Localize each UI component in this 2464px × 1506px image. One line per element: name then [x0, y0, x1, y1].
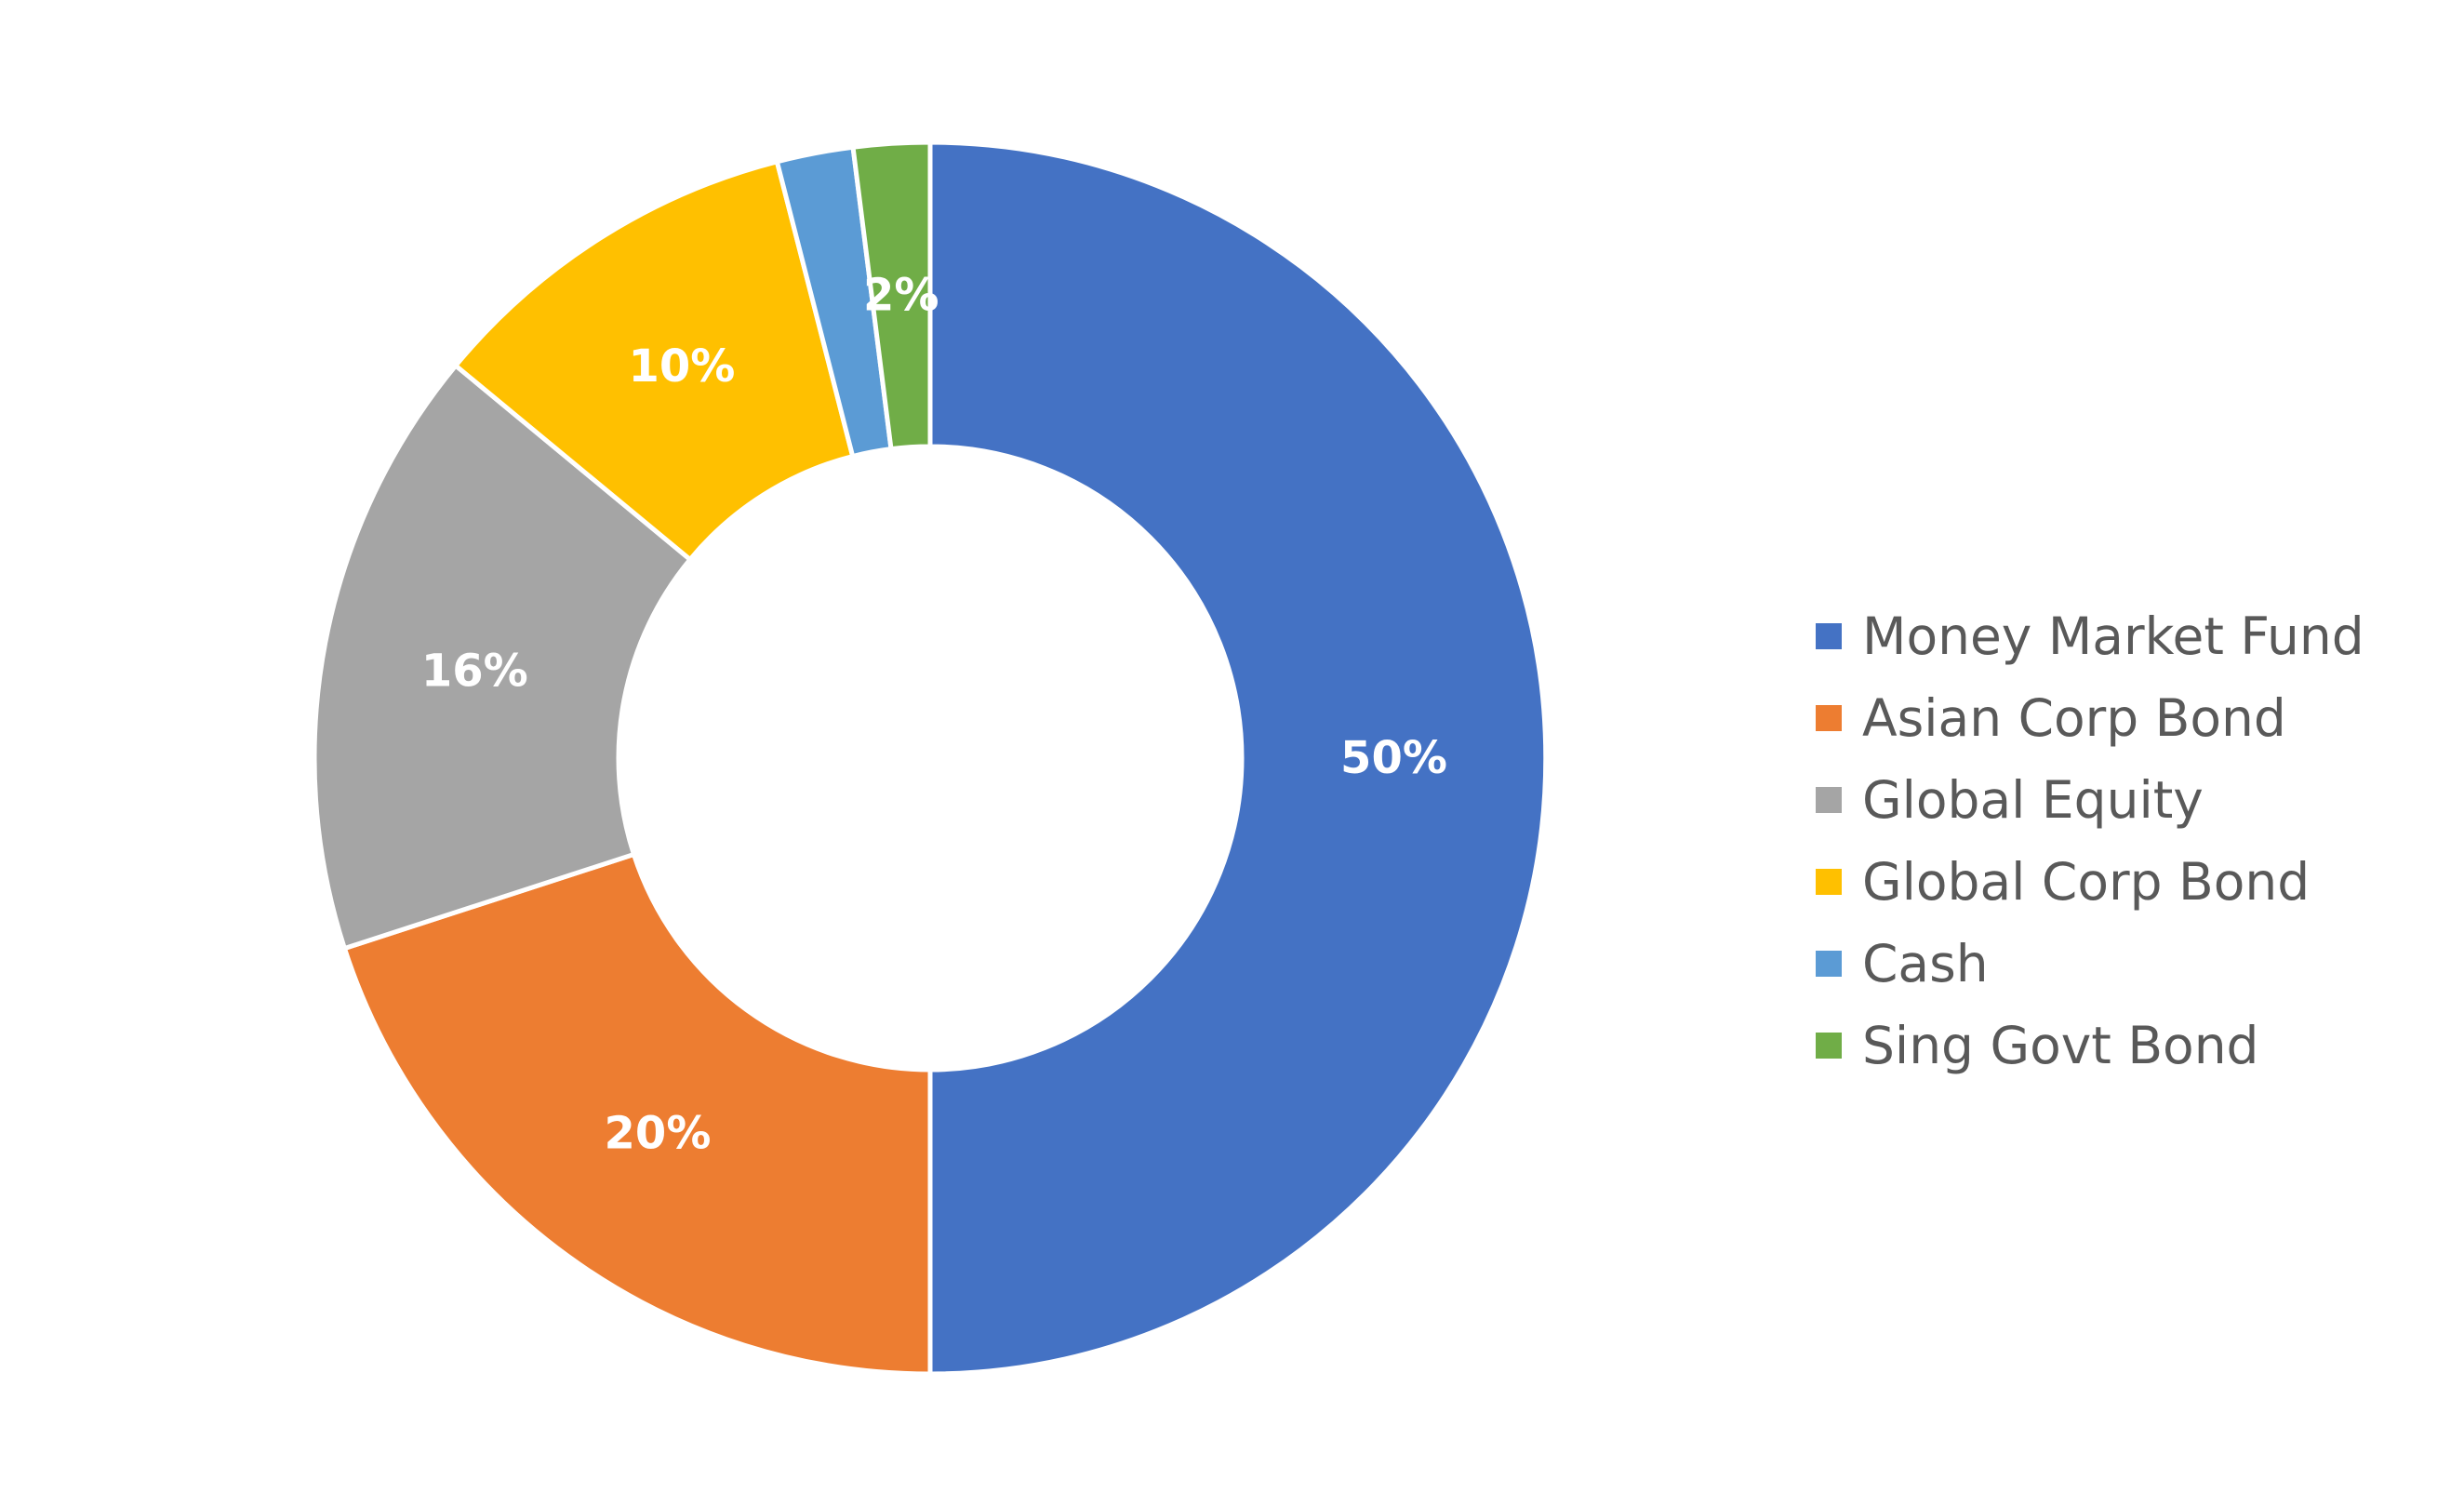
- slice-money-market-fund: [927, 140, 1549, 1377]
- legend: Money Market Fund Asian Corp Bond Global E…: [1816, 595, 2364, 1086]
- legend-swatch: [1816, 951, 1842, 977]
- legend-label: Sing Govt Bond: [1862, 1016, 2259, 1075]
- legend-swatch: [1816, 1033, 1842, 1059]
- data-label-global-equity: 16%: [421, 646, 528, 698]
- legend-label: Cash: [1862, 934, 1989, 993]
- legend-swatch: [1816, 869, 1842, 895]
- legend-item-money-market-fund: Money Market Fund: [1816, 595, 2364, 677]
- data-label-asian-corp-bond: 20%: [605, 1107, 712, 1159]
- legend-swatch: [1816, 623, 1842, 649]
- legend-item-global-corp-bond: Global Corp Bond: [1816, 841, 2364, 923]
- legend-item-asian-corp-bond: Asian Corp Bond: [1816, 677, 2364, 759]
- slice-global-equity: [312, 362, 694, 952]
- slice-sing-govt-bond: [850, 140, 933, 452]
- legend-label: Money Market Fund: [1862, 606, 2364, 666]
- legend-swatch: [1816, 705, 1842, 731]
- legend-label: Asian Corp Bond: [1862, 688, 2286, 748]
- legend-label: Global Equity: [1862, 770, 2204, 830]
- slice-global-corp-bond: [452, 158, 856, 563]
- data-label-money-market-fund: 50%: [1340, 732, 1447, 784]
- data-label-global-corp-bond: 10%: [628, 340, 735, 393]
- legend-item-global-equity: Global Equity: [1816, 759, 2364, 841]
- slice-asian-corp-bond: [341, 851, 933, 1377]
- legend-label: Global Corp Bond: [1862, 852, 2311, 912]
- legend-item-cash: Cash: [1816, 923, 2364, 1005]
- legend-swatch: [1816, 787, 1842, 813]
- legend-item-sing-govt-bond: Sing Govt Bond: [1816, 1005, 2364, 1086]
- slices-group: [312, 140, 1549, 1377]
- data-label-sing-govt-bond: 2%: [863, 269, 939, 321]
- data-labels-group: 50% 20% 16% 10% 2%: [421, 269, 1447, 1159]
